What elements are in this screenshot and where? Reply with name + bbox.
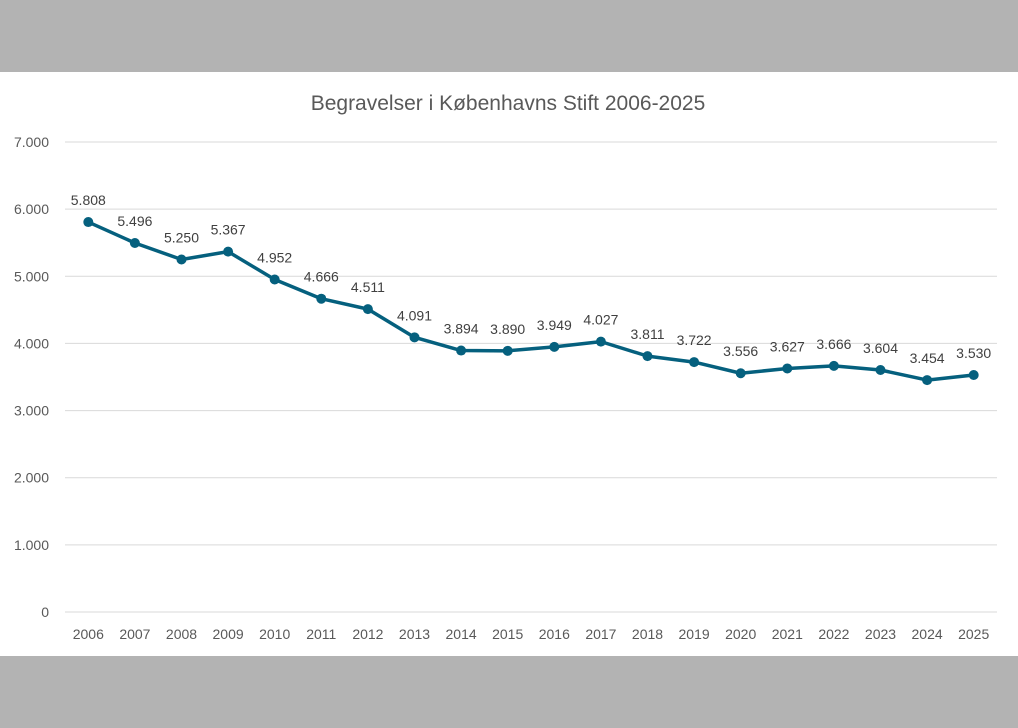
x-tick-label: 2009 <box>213 626 244 642</box>
data-label-2010: 4.952 <box>257 250 292 266</box>
chart-area: Begravelser i Københavns Stift 2006-2025… <box>0 72 1018 656</box>
data-label-2006: 5.808 <box>71 192 106 208</box>
data-label-2015: 3.890 <box>490 321 525 337</box>
y-axis-ticks: 0 1.000 2.000 3.000 4.000 5.000 6.000 7.000 <box>14 134 49 620</box>
data-point-2010 <box>269 274 280 285</box>
data-point-2013 <box>409 332 420 343</box>
x-tick-label: 2018 <box>632 626 663 642</box>
data-label-2014: 3.894 <box>444 321 479 337</box>
chart-title: Begravelser i Københavns Stift 2006-2025 <box>311 92 706 115</box>
data-label-2018: 3.811 <box>631 326 665 342</box>
data-point-2022 <box>828 360 839 371</box>
data-point-2011 <box>316 293 327 304</box>
x-tick-label: 2007 <box>119 626 150 642</box>
data-label-2016: 3.949 <box>537 317 572 333</box>
data-label-2024: 3.454 <box>910 350 945 366</box>
data-label-2025: 3.530 <box>956 345 991 361</box>
x-tick-label: 2019 <box>679 626 710 642</box>
gridlines <box>65 141 997 613</box>
y-tick-label: 2.000 <box>14 470 49 486</box>
x-tick-label: 2020 <box>725 626 756 642</box>
x-tick-label: 2010 <box>259 626 290 642</box>
x-tick-label: 2021 <box>772 626 803 642</box>
y-tick-label: 3.000 <box>14 403 49 419</box>
data-point-2009 <box>223 246 234 257</box>
data-point-2007 <box>129 237 140 248</box>
data-label-2023: 3.604 <box>863 340 898 356</box>
data-label-2021: 3.627 <box>770 338 805 354</box>
data-label-2022: 3.666 <box>816 336 851 352</box>
x-tick-label: 2016 <box>539 626 570 642</box>
x-tick-label: 2013 <box>399 626 430 642</box>
series-begravelser <box>83 217 979 386</box>
x-tick-label: 2015 <box>492 626 523 642</box>
y-tick-label: 4.000 <box>14 335 49 351</box>
x-axis-ticks: 2006 2007 2008 2009 2010 2011 2012 2013 2014 2015… <box>73 626 990 642</box>
data-label-2013: 4.091 <box>397 307 432 323</box>
data-point-2014 <box>456 345 467 356</box>
x-tick-label: 2017 <box>585 626 616 642</box>
data-point-2017 <box>595 336 606 347</box>
y-tick-label: 6.000 <box>14 201 49 217</box>
data-label-2019: 3.722 <box>677 332 712 348</box>
y-tick-label: 7.000 <box>14 134 49 150</box>
x-tick-label: 2024 <box>912 626 943 642</box>
data-point-2021 <box>782 363 793 374</box>
data-label-2017: 4.027 <box>583 312 618 328</box>
data-point-2025 <box>968 369 979 380</box>
x-tick-label: 2023 <box>865 626 896 642</box>
series-line <box>86 220 976 382</box>
data-point-2016 <box>549 341 560 352</box>
x-tick-label: 2022 <box>818 626 849 642</box>
x-tick-label: 2025 <box>958 626 989 642</box>
data-label-2020: 3.556 <box>723 343 758 359</box>
data-point-2023 <box>875 365 886 376</box>
x-tick-label: 2014 <box>446 626 477 642</box>
line-chart: Begravelser i Københavns Stift 2006-2025… <box>14 92 997 642</box>
data-point-2024 <box>922 375 933 386</box>
data-point-2012 <box>362 304 373 315</box>
data-point-2019 <box>689 357 700 368</box>
y-tick-label: 1.000 <box>14 537 49 553</box>
y-tick-label: 5.000 <box>14 268 49 284</box>
data-label-2011: 4.666 <box>304 269 339 285</box>
data-label-2007: 5.496 <box>117 213 152 229</box>
data-label-2009: 5.367 <box>211 222 246 238</box>
y-tick-label: 0 <box>41 604 49 620</box>
data-point-2020 <box>735 368 746 379</box>
data-point-2006 <box>83 217 94 228</box>
data-label-2008: 5.250 <box>164 230 199 246</box>
data-point-2015 <box>502 345 513 356</box>
data-labels: 5.808 5.496 5.250 5.367 4.952 4.666 4.511 4.091… <box>71 192 992 366</box>
x-tick-label: 2012 <box>352 626 383 642</box>
data-point-2008 <box>176 254 187 265</box>
top-band <box>0 0 1018 72</box>
bottom-band <box>0 656 1018 728</box>
x-tick-label: 2011 <box>306 626 336 642</box>
data-point-2018 <box>642 351 653 362</box>
x-tick-label: 2008 <box>166 626 197 642</box>
data-label-2012: 4.511 <box>351 279 385 295</box>
x-tick-label: 2006 <box>73 626 104 642</box>
